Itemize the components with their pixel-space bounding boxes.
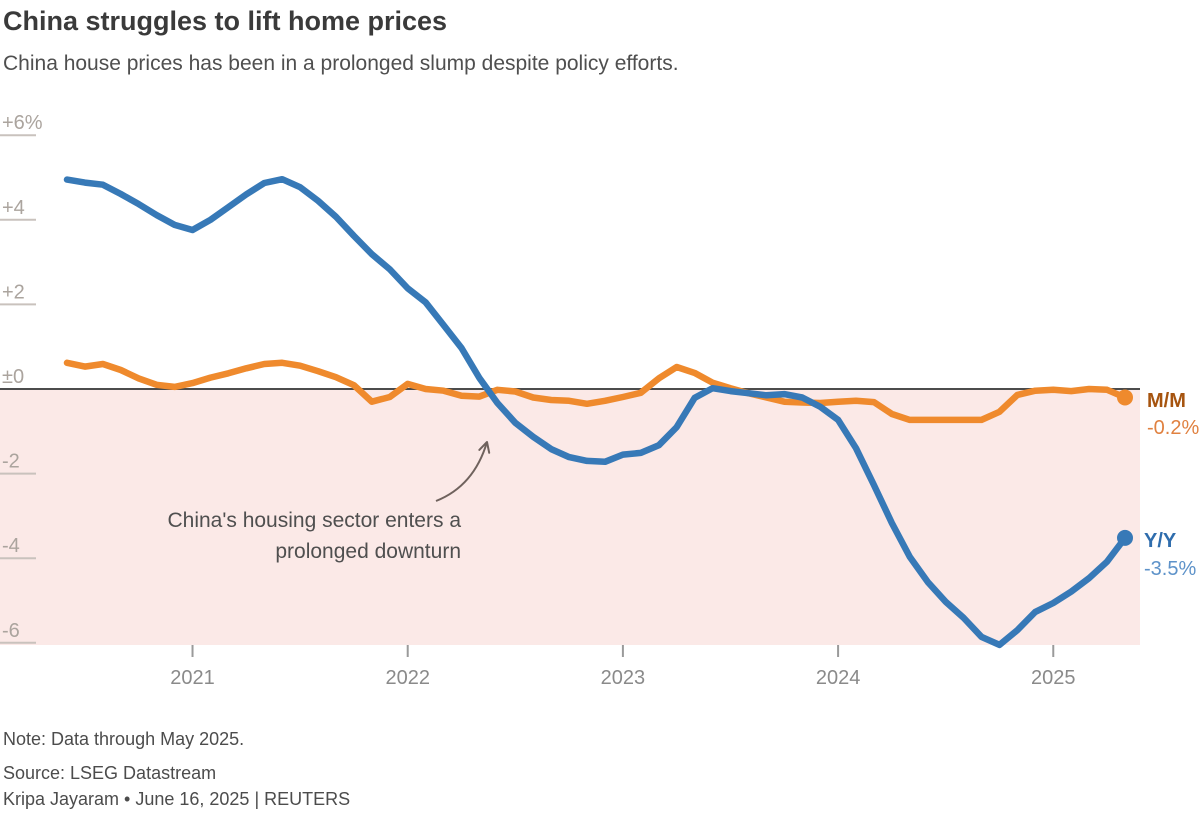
x-axis-layer: 2021 2022 2023 2024 2025 — [170, 645, 1076, 689]
y-axis-label: ±0 — [2, 366, 24, 388]
chart-title: China struggles to lift home prices — [3, 6, 448, 36]
mm-series-label: M/M — [1147, 390, 1186, 412]
yy-end-dot — [1117, 529, 1133, 546]
yy-series-label: Y/Y — [1144, 530, 1177, 552]
annotation-arrow — [435, 441, 488, 502]
grid-layer: +6% +4 +2 ±0 -2 -4 -6 — [0, 112, 43, 644]
y-axis-label: +2 — [2, 281, 25, 303]
yy-line — [63, 175, 1129, 649]
annotation-line1: China's housing sector enters a — [167, 509, 461, 532]
mm-end-dot — [1117, 389, 1133, 406]
y-axis-label: +4 — [2, 197, 25, 219]
y-axis-label: -4 — [2, 535, 20, 557]
x-axis-label: 2025 — [1031, 667, 1076, 689]
annotation-line2: prolonged downturn — [275, 540, 461, 563]
x-axis-label: 2022 — [385, 667, 430, 689]
chart-byline: Kripa Jayaram • June 16, 2025 | REUTERS — [3, 789, 351, 809]
y-axis-label: -6 — [2, 620, 20, 642]
x-axis-label: 2024 — [816, 667, 861, 689]
yy-latest-value: -3.5% — [1144, 558, 1196, 580]
x-axis-label: 2023 — [601, 667, 646, 689]
mm-line — [63, 359, 1129, 424]
x-axis-label: 2021 — [170, 667, 215, 689]
series-layer — [63, 175, 1133, 649]
annotation-arrowhead — [478, 441, 491, 454]
y-axis-label: +6% — [2, 112, 43, 134]
chart-source: Source: LSEG Datastream — [3, 763, 217, 783]
chart-subtitle: China house prices has been in a prolong… — [3, 52, 679, 75]
chart-note: Note: Data through May 2025. — [3, 729, 245, 749]
mm-latest-value: -0.2% — [1147, 417, 1199, 439]
y-axis-label: -2 — [2, 451, 20, 473]
